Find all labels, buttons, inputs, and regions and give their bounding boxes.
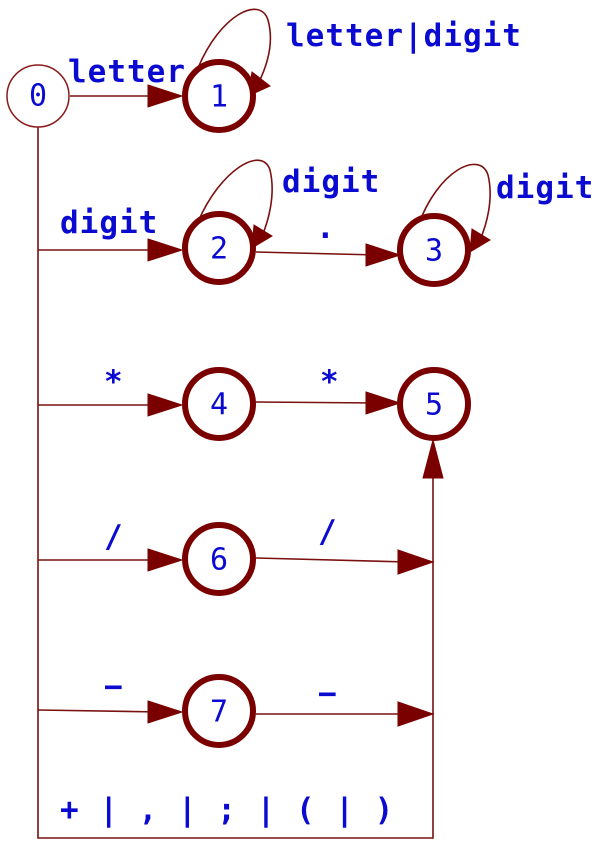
edge-0-to-4-label: * [104, 364, 124, 400]
state-1-label: 1 [210, 80, 228, 115]
edge-2-to-3-label: . [316, 210, 336, 246]
edge-0-to-1-label: letter [68, 54, 186, 90]
edge-4-to-5-arrowhead [365, 391, 402, 415]
edge-0-to-1-arrowhead [147, 84, 184, 108]
edge-6-to-5-arrowhead [397, 549, 435, 575]
edge-6-to-5-line [255, 557, 409, 563]
edge-2-self-loop-label: digit [282, 164, 380, 200]
state-3-label: 3 [425, 234, 443, 269]
edge-0-to-5-line [37, 120, 434, 839]
state-4: 4 [182, 367, 256, 441]
edge-0-to-5-arrowhead [422, 438, 444, 479]
edge-7-to-5-label: − [318, 676, 338, 712]
edge-0-to-6-arrowhead [147, 548, 184, 572]
edge-0-to-2-arrowhead [147, 238, 184, 262]
state-6-label: 6 [210, 543, 228, 578]
edge-2-to-3-arrowhead [365, 243, 402, 267]
state-5-label: 5 [425, 388, 443, 423]
edge-0-to-7-label: − [104, 669, 124, 705]
state-1: 1 [182, 59, 256, 133]
state-7: 7 [182, 674, 256, 748]
edge-2-to-3-line [255, 251, 379, 256]
edge-0-to-5-label: + | , | ; | ( | ) [60, 792, 394, 828]
state-0: 0 [6, 64, 70, 128]
edge-0-to-2-label: digit [60, 205, 158, 241]
state-2-label: 2 [210, 232, 228, 267]
state-7-label: 7 [210, 695, 228, 730]
state-3: 3 [397, 213, 471, 287]
state-5: 5 [397, 367, 471, 441]
edge-1-self-loop [197, 8, 272, 85]
edge-3-self-loop-arrowhead [469, 228, 491, 253]
edge-4-to-5-line [255, 401, 379, 404]
edge-4-to-5-label: * [320, 364, 340, 400]
edge-2-self-loop [197, 159, 273, 237]
edge-0-to-4-arrowhead [147, 393, 184, 417]
state-0-label: 0 [29, 79, 47, 114]
edge-1-self-loop-label: letter|digit [286, 18, 522, 54]
edge-6-to-5-label: / [318, 514, 338, 550]
state-6: 6 [182, 522, 256, 596]
edge-0-to-7-line [37, 709, 161, 713]
state-4-label: 4 [210, 388, 228, 423]
edge-0-to-7-arrowhead [147, 700, 184, 724]
edge-3-self-loop [417, 163, 491, 241]
state-2: 2 [182, 211, 256, 285]
edge-0-to-6-label: / [104, 519, 124, 555]
edge-7-to-5-arrowhead [397, 701, 435, 727]
edge-3-self-loop-label: digit [496, 170, 594, 206]
